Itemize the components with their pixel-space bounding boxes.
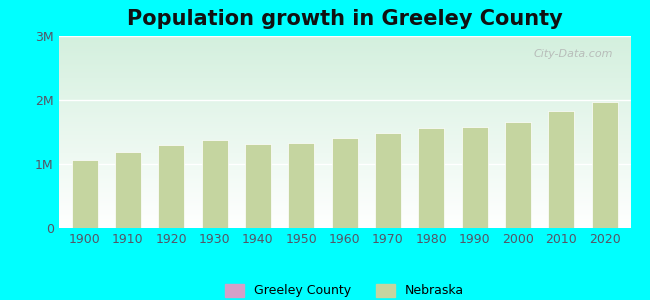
Title: Population growth in Greeley County: Population growth in Greeley County xyxy=(127,9,562,29)
Bar xyxy=(158,145,184,228)
Bar xyxy=(288,143,314,228)
Legend: Greeley County, Nebraska: Greeley County, Nebraska xyxy=(220,279,469,300)
Bar xyxy=(505,122,531,228)
Bar xyxy=(72,160,98,228)
Bar xyxy=(332,138,358,228)
Bar xyxy=(202,140,228,228)
Text: City-Data.com: City-Data.com xyxy=(534,50,614,59)
Bar xyxy=(418,128,444,228)
Bar xyxy=(592,103,618,228)
Bar xyxy=(462,127,488,228)
Bar xyxy=(375,133,401,228)
Bar xyxy=(245,144,271,228)
Bar xyxy=(115,152,141,228)
Bar xyxy=(548,111,574,228)
